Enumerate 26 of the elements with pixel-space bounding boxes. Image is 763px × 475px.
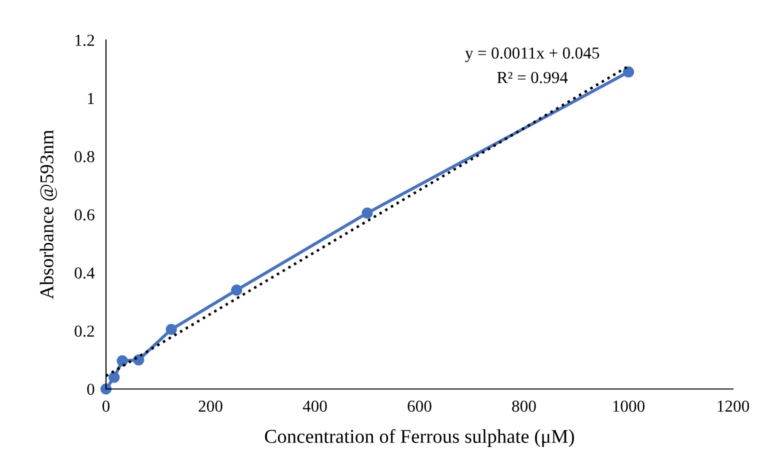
y-tick-label: 0.2 xyxy=(74,326,94,337)
x-tick-label: 400 xyxy=(302,400,327,412)
point xyxy=(166,324,177,335)
x-tick-label: 1000 xyxy=(613,400,645,412)
point xyxy=(231,284,242,296)
y-tick-label: 1.2 xyxy=(76,34,94,46)
point xyxy=(100,383,112,395)
annotation: R² = 0.994 xyxy=(497,72,568,84)
point xyxy=(133,354,144,366)
x-tick-label: 1200 xyxy=(718,400,750,412)
y-tick-label: 0 xyxy=(87,384,94,395)
y-tick-label: 1 xyxy=(88,92,94,104)
x-tick-label: 600 xyxy=(408,400,432,412)
x-axis-title: Concentration of Ferrous sulphate (μM) xyxy=(264,429,574,447)
point xyxy=(116,355,128,366)
y-tick-label: 0.6 xyxy=(74,209,94,221)
point xyxy=(362,207,373,219)
point xyxy=(622,66,634,78)
annotation: y = 0.0011x + 0.045 xyxy=(465,47,600,62)
point xyxy=(108,372,120,383)
y-tick-label: 0.4 xyxy=(74,267,95,279)
x-tick-label: 200 xyxy=(198,400,222,412)
x-tick-label: 800 xyxy=(512,400,536,412)
y-tick-label: 0.8 xyxy=(74,151,94,162)
x-tick-label: 0 xyxy=(102,400,110,412)
y-axis-title: Absorbance @593nm xyxy=(40,130,57,300)
